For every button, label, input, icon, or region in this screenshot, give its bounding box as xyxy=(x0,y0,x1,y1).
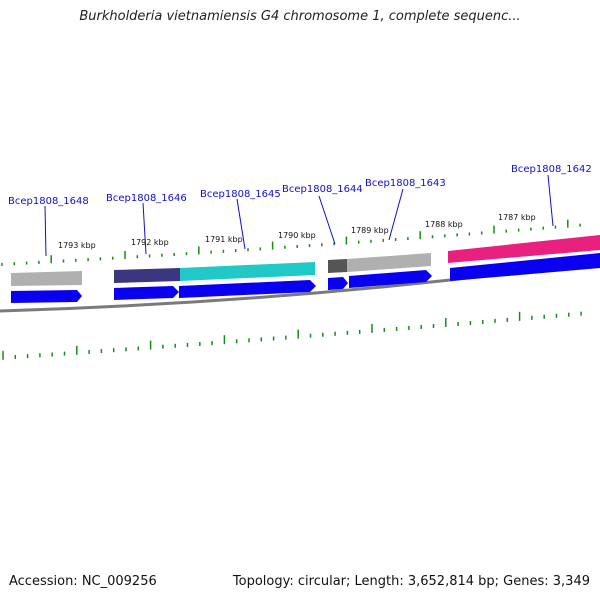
kbp-label: 1791 kbp xyxy=(205,235,243,244)
cds-arrow-1646[interactable] xyxy=(114,286,179,300)
map-title: Burkholderia vietnamiensis G4 chromosome… xyxy=(79,9,521,24)
leader-line-1644 xyxy=(318,195,336,245)
gene-feature-1644[interactable] xyxy=(328,259,347,273)
accession-text: Accession: NC_009256 xyxy=(9,574,157,589)
kbp-label: 1793 kbp xyxy=(58,241,96,250)
leader-line-1646 xyxy=(142,202,147,255)
kbp-label: 1789 kbp xyxy=(351,226,389,235)
gene-feature-1648[interactable] xyxy=(11,271,82,286)
kbp-labels: 1793 kbp 1792 kbp 1791 kbp 1790 kbp 1789… xyxy=(58,213,536,250)
gene-label-1648[interactable]: Bcep1808_1648 xyxy=(8,196,89,207)
leader-line-1645 xyxy=(236,198,246,250)
kbp-label: 1788 kbp xyxy=(425,220,463,229)
label-leaders xyxy=(44,174,554,257)
gene-labels: Bcep1808_1648 Bcep1808_1646 Bcep1808_164… xyxy=(8,164,592,207)
kbp-label: 1787 kbp xyxy=(498,213,536,222)
leader-line-1642 xyxy=(547,174,554,227)
leader-line-1643 xyxy=(388,188,404,241)
gene-feature-1643[interactable] xyxy=(347,253,431,272)
gene-label-1645[interactable]: Bcep1808_1645 xyxy=(200,189,281,200)
gene-label-1642[interactable]: Bcep1808_1642 xyxy=(511,164,592,175)
gene-feature-1642[interactable] xyxy=(448,235,600,263)
cds-arrow-1645[interactable] xyxy=(179,280,316,298)
cds-arrow-1642[interactable] xyxy=(450,253,600,281)
cds-arrow-1643[interactable] xyxy=(349,270,432,288)
cds-arrow-1648[interactable] xyxy=(11,290,82,303)
upper-tick-row xyxy=(1,219,581,266)
cds-arrow-1644[interactable] xyxy=(328,277,348,290)
leader-line-1648 xyxy=(44,205,47,257)
gene-label-1643[interactable]: Bcep1808_1643 xyxy=(365,178,446,189)
gene-feature-1646[interactable] xyxy=(114,268,180,283)
feature-track xyxy=(11,235,600,286)
gene-label-1644[interactable]: Bcep1808_1644 xyxy=(282,184,363,195)
genome-summary-text: Topology: circular; Length: 3,652,814 bp… xyxy=(232,574,590,589)
gene-feature-1645[interactable] xyxy=(180,262,315,281)
kbp-label: 1792 kbp xyxy=(131,238,169,247)
kbp-label: 1790 kbp xyxy=(278,231,316,240)
gene-label-1646[interactable]: Bcep1808_1646 xyxy=(106,193,187,204)
cds-track xyxy=(11,253,600,303)
lower-tick-row xyxy=(2,311,582,360)
